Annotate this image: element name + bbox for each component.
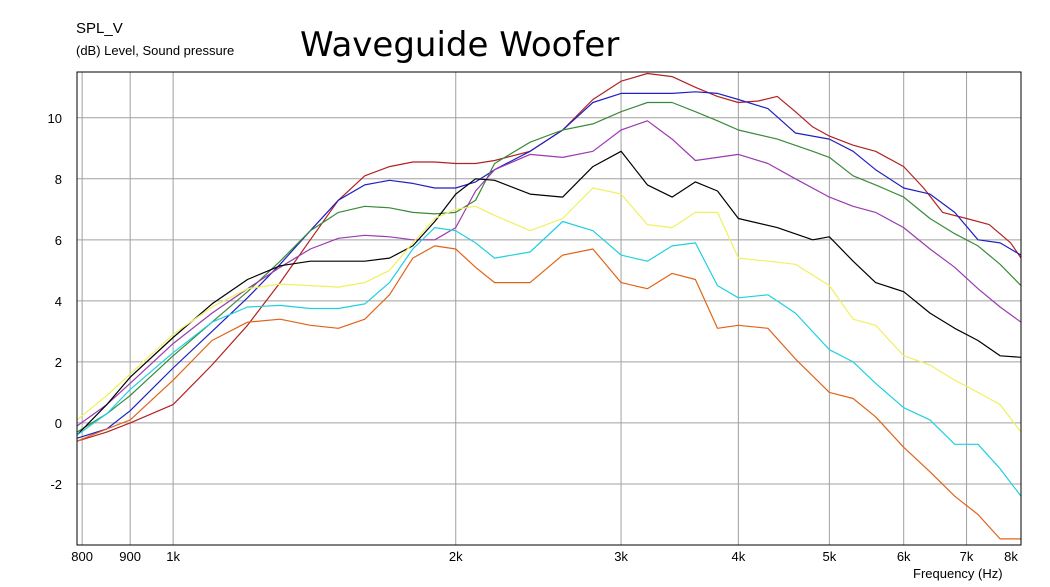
y-tick-label: 6 <box>55 233 62 248</box>
series-line-6 <box>77 187 1021 433</box>
series-line-3 <box>77 101 1021 433</box>
series-line-5 <box>77 150 1021 436</box>
x-tick-label: 6k <box>897 549 911 564</box>
x-axis-label: Frequency (Hz) <box>913 566 1003 581</box>
series-line-4 <box>77 120 1021 427</box>
y-tick-label: 4 <box>55 294 62 309</box>
x-tick-label: 3k <box>614 549 628 564</box>
x-tick-label: 5k <box>822 549 836 564</box>
chart-title: Waveguide Woofer <box>300 25 620 65</box>
y-tick-label: 2 <box>55 355 62 370</box>
x-tick-label: 8k <box>1004 549 1018 564</box>
x-tick-label: 4k <box>732 549 746 564</box>
x-tick-label: 2k <box>449 549 463 564</box>
series-line-1 <box>77 72 1021 442</box>
y-axis-name: SPL_V <box>76 20 123 37</box>
series-line-7 <box>77 220 1021 497</box>
series-lines <box>77 72 1021 540</box>
x-tick-label: 7k <box>960 549 974 564</box>
plot-border <box>76 71 1022 546</box>
series-line-8 <box>77 245 1021 540</box>
y-axis-unit-label: (dB) Level, Sound pressure <box>76 43 235 58</box>
y-tick-label: -2 <box>50 477 62 492</box>
series-line-2 <box>77 91 1021 439</box>
y-tick-label: 10 <box>48 111 62 126</box>
tick-labels: 800 900 1k 2k 3k 4k 5k 6k 7k 8k -2 0 2 4 6 8 10 <box>48 111 1019 564</box>
x-tick-label: 900 <box>119 549 141 564</box>
plot-frame <box>76 71 1022 546</box>
x-tick-label: 800 <box>71 549 93 564</box>
y-tick-label: 0 <box>55 416 62 431</box>
x-tick-label: 1k <box>166 549 180 564</box>
y-tick-label: 8 <box>55 172 62 187</box>
